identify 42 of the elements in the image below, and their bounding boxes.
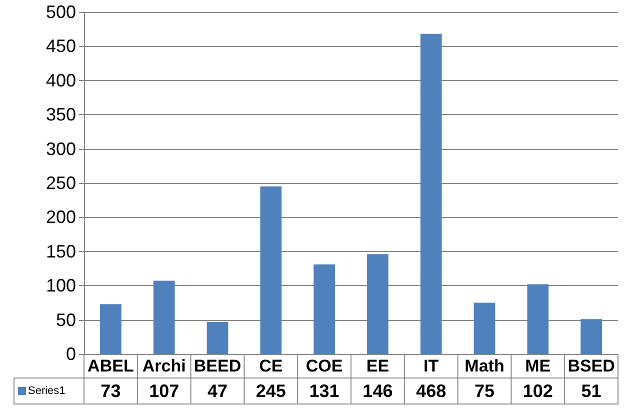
data-label: 47 (207, 381, 228, 401)
y-tick-label: 450 (46, 36, 76, 56)
data-label: 107 (149, 381, 180, 401)
data-label: 245 (256, 381, 286, 401)
x-tick-label: CE (259, 356, 283, 376)
x-tick-label: EE (366, 356, 390, 376)
data-label: 51 (581, 381, 602, 401)
bar (260, 186, 282, 354)
bar (580, 319, 602, 354)
bar (367, 254, 388, 354)
bar (314, 264, 335, 354)
y-tick-label: 100 (46, 276, 76, 296)
y-tick-label: 400 (46, 70, 76, 90)
data-label: 131 (309, 381, 340, 401)
x-tick-label: ABEL (88, 356, 134, 376)
data-label: 73 (100, 381, 121, 401)
bar (100, 304, 122, 354)
x-tick-label: IT (424, 356, 440, 376)
x-tick-label: BSED (568, 356, 615, 376)
data-label: 75 (474, 381, 495, 401)
bar (206, 322, 228, 354)
y-tick-label: 150 (46, 241, 76, 262)
bar (527, 284, 549, 354)
x-tick-label: Math (464, 356, 504, 376)
bar (420, 34, 442, 354)
y-tick-label: 300 (46, 138, 76, 159)
x-tick-label: COE (306, 356, 343, 376)
x-tick-label: BEED (194, 356, 242, 376)
x-tick-label: Archi (142, 356, 186, 376)
y-tick-label: 50 (56, 310, 76, 330)
x-tick-label: ME (525, 356, 551, 376)
y-tick-label: 500 (46, 2, 76, 22)
legend-label: Series1 (28, 385, 66, 397)
data-label: 468 (416, 381, 446, 401)
bar (474, 302, 496, 354)
data-label: 102 (522, 381, 553, 401)
y-tick-label: 200 (46, 207, 76, 228)
y-tick-label: 0 (66, 344, 76, 364)
data-label: 146 (362, 381, 393, 401)
y-tick-label: 350 (46, 104, 76, 125)
y-tick-label: 250 (46, 173, 76, 193)
bar (153, 280, 175, 354)
